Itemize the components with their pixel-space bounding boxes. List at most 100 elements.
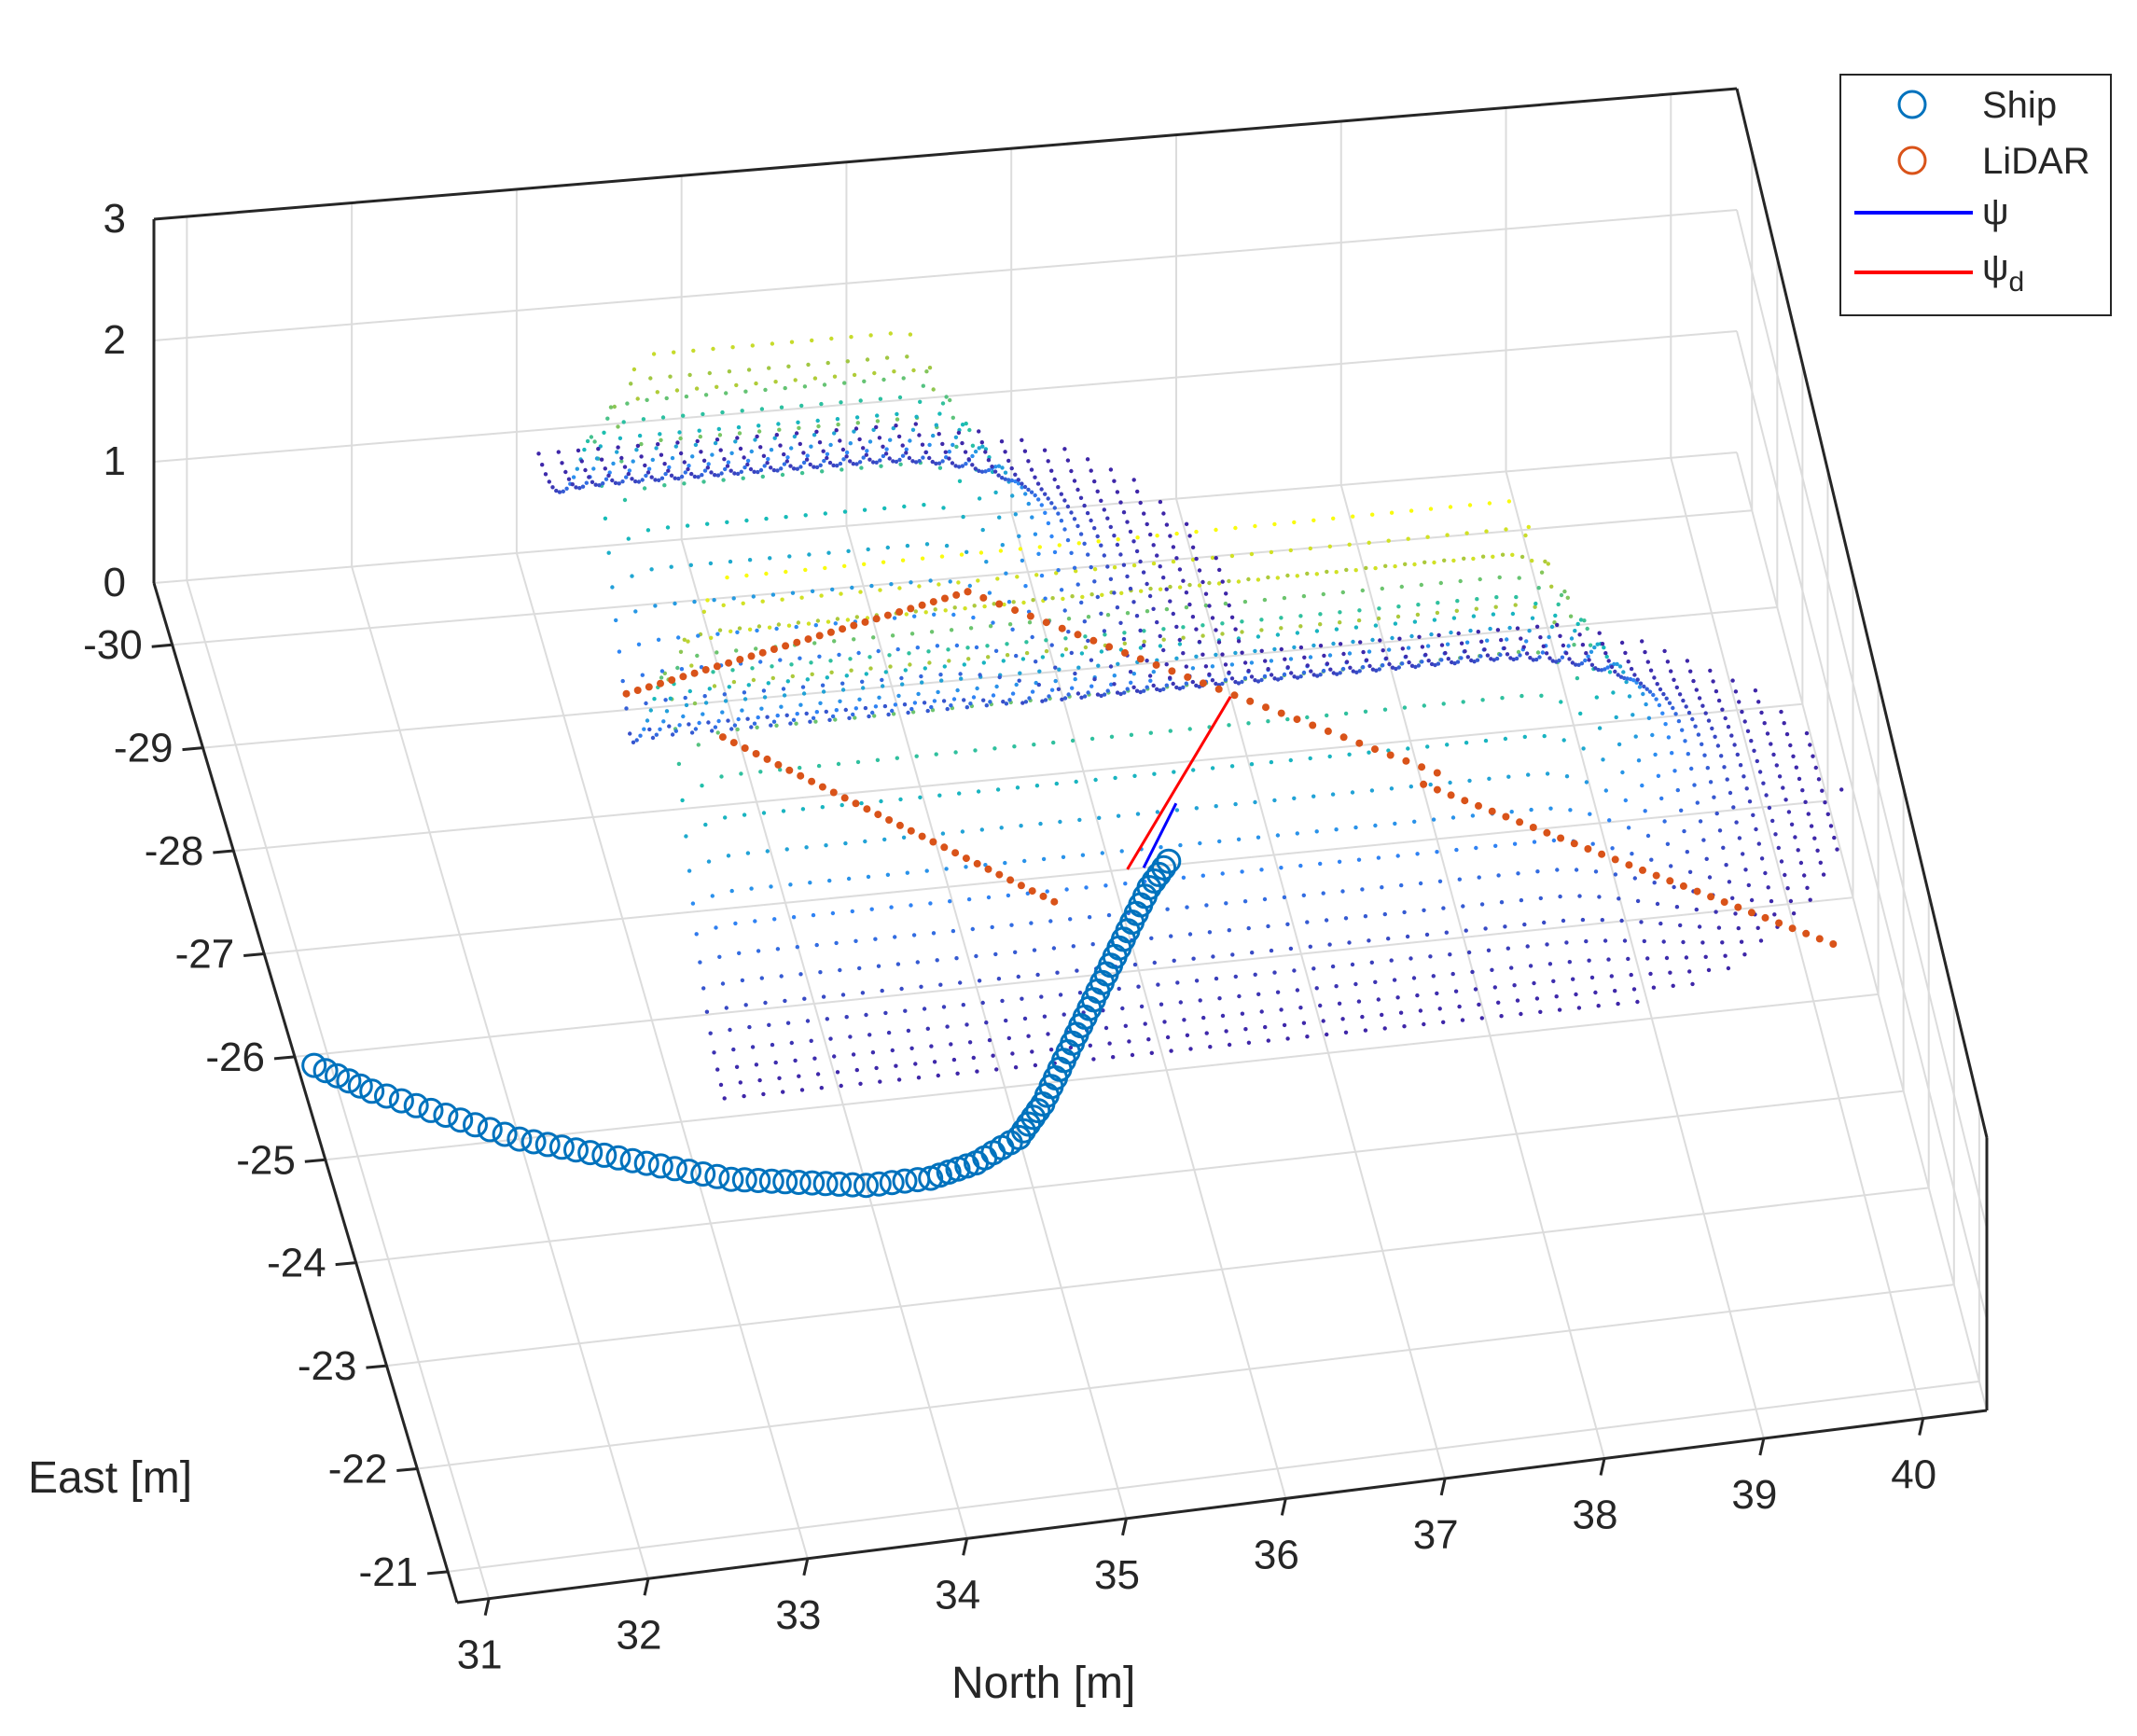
surface-point [895, 411, 899, 417]
surface-point [1700, 703, 1705, 708]
surface-point [662, 462, 667, 466]
surface-point [818, 970, 823, 975]
surface-point [758, 660, 763, 664]
surface-point [677, 430, 682, 435]
surface-point [1004, 1018, 1008, 1023]
surface-point [796, 620, 801, 625]
surface-point [1445, 642, 1450, 646]
surface-point [694, 386, 700, 391]
surface-point [981, 698, 986, 702]
surface-point [1643, 809, 1647, 813]
surface-point [1282, 672, 1287, 677]
surface-point [995, 787, 1001, 792]
surface-point [1730, 678, 1735, 683]
surface-point [1149, 1050, 1155, 1056]
surface-point [1744, 786, 1749, 791]
surface-point [779, 466, 784, 471]
surface-point [788, 721, 793, 726]
surface-point [1036, 551, 1041, 556]
surface-point [1686, 752, 1691, 757]
surface-point [1706, 967, 1712, 973]
surface-point [770, 675, 775, 681]
surface-point [1766, 885, 1770, 890]
surface-point [1112, 590, 1117, 595]
surface-point [1174, 624, 1179, 630]
surface-point [1311, 794, 1316, 799]
surface-point [1134, 614, 1140, 618]
surface-point [1482, 647, 1487, 652]
lidar-point [1475, 801, 1482, 810]
lidar-point [1184, 673, 1192, 681]
surface-point [1142, 629, 1146, 633]
surface-point [1425, 535, 1430, 539]
surface-point [1689, 766, 1694, 771]
surface-point [705, 521, 710, 526]
surface-point [940, 441, 945, 447]
surface-point [1632, 876, 1638, 881]
surface-point [1696, 732, 1701, 737]
surface-point [743, 1003, 748, 1007]
surface-point [642, 727, 646, 731]
surface-point [734, 648, 739, 653]
surface-point [1185, 905, 1189, 910]
surface-point [1158, 587, 1163, 591]
surface-point [1236, 639, 1242, 644]
surface-point [1470, 813, 1476, 818]
surface-point [798, 765, 802, 771]
surface-point [1169, 934, 1173, 938]
surface-point [1256, 634, 1261, 639]
lidar-point [774, 760, 783, 769]
surface-point [789, 1040, 794, 1046]
surface-point [1115, 490, 1120, 494]
surface-point [1675, 787, 1681, 793]
psi-d-line [1126, 696, 1232, 870]
surface-point [784, 713, 789, 717]
surface-point [1756, 841, 1762, 846]
surface-point [1770, 818, 1775, 824]
surface-point [827, 460, 833, 465]
surface-point [1227, 1042, 1232, 1048]
surface-point [1292, 520, 1297, 525]
surface-point [1200, 579, 1205, 585]
surface-point [1095, 534, 1100, 539]
surface-point [991, 620, 995, 625]
surface-point [729, 727, 734, 731]
surface-point [855, 759, 861, 765]
surface-point [1499, 637, 1504, 643]
surface-point [949, 1042, 953, 1047]
surface-point [679, 667, 685, 672]
surface-point [817, 654, 822, 659]
ship-marker [374, 1083, 399, 1109]
surface-point [1458, 578, 1463, 584]
surface-point [911, 933, 917, 937]
surface-point [1757, 770, 1763, 774]
surface-point [1266, 719, 1270, 724]
surface-point [1516, 871, 1520, 876]
surface-point [769, 884, 773, 889]
surface-point [939, 554, 945, 559]
surface-point [776, 622, 782, 627]
surface-point [763, 387, 768, 393]
surface-point [1134, 688, 1140, 693]
surface-point [1035, 481, 1041, 486]
surface-point [686, 466, 690, 472]
surface-point [1005, 642, 1009, 646]
surface-point [1533, 604, 1537, 609]
surface-point [1344, 567, 1349, 573]
surface-point [1510, 611, 1516, 617]
surface-point [1376, 616, 1381, 621]
surface-point [1042, 1014, 1048, 1019]
lidar-point [995, 600, 1004, 608]
surface-point [1609, 664, 1615, 670]
surface-point [1092, 567, 1098, 572]
surface-point [1086, 615, 1091, 619]
surface-point [815, 618, 821, 623]
surface-point [692, 701, 698, 706]
surface-point [1079, 651, 1085, 656]
surface-point [1376, 855, 1381, 860]
surface-point [1080, 853, 1086, 857]
surface-point [1233, 801, 1238, 807]
surface-point [1246, 668, 1251, 674]
lidar-point [758, 648, 767, 657]
surface-point [838, 967, 842, 973]
